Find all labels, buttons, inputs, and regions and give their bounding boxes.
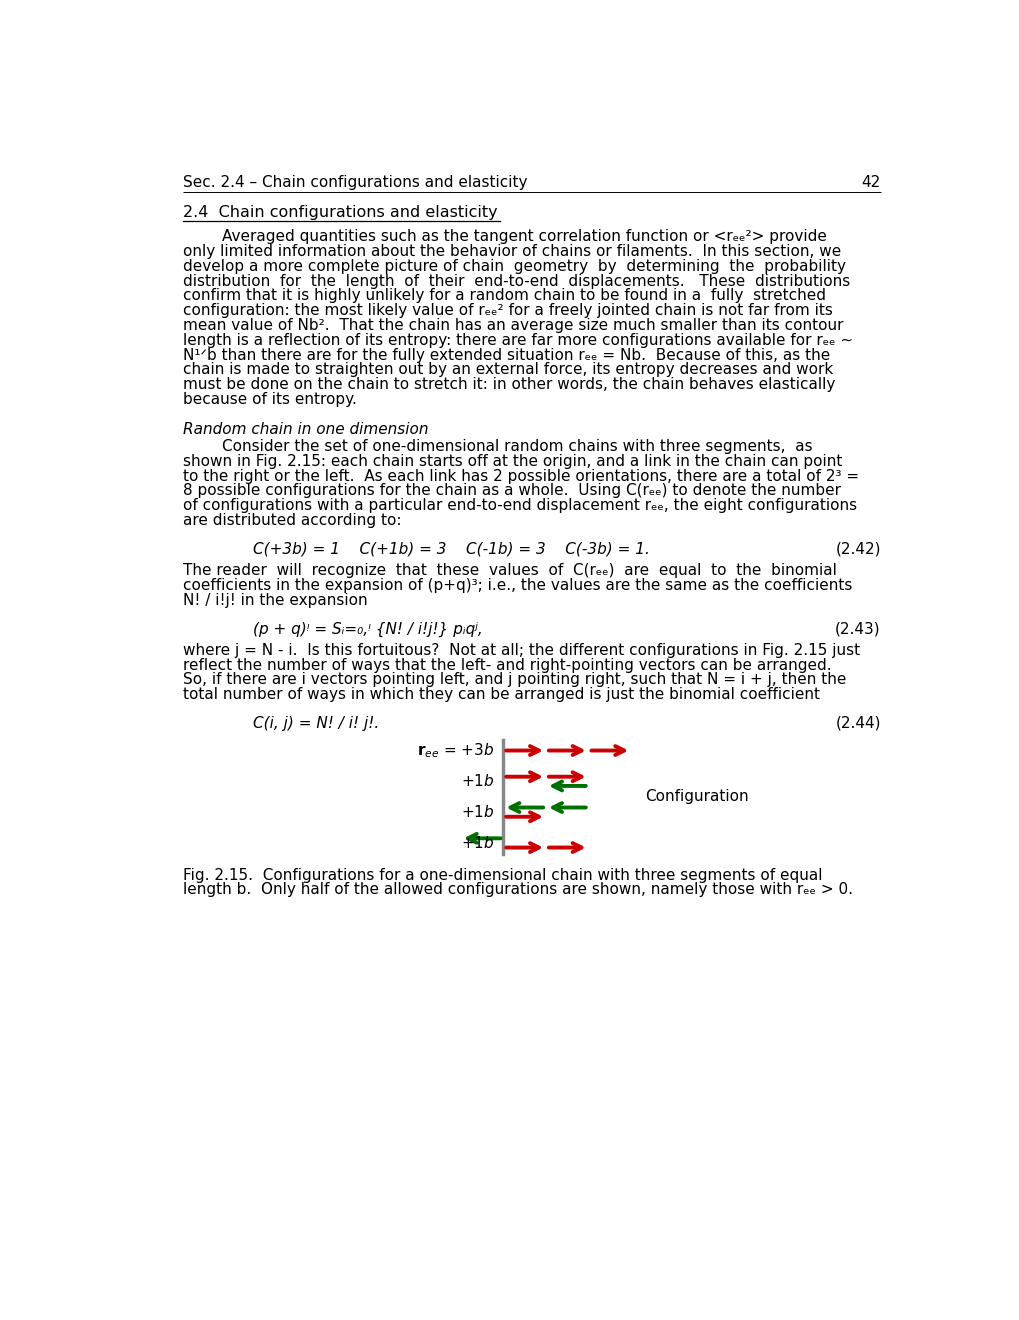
Text: only limited information about the behavior of chains or filaments.  In this sec: only limited information about the behav… xyxy=(183,244,841,259)
Text: C(i, j) = N! / i! j!.: C(i, j) = N! / i! j!. xyxy=(253,715,379,731)
Text: chain is made to straighten out by an external force, its entropy decreases and : chain is made to straighten out by an ex… xyxy=(183,362,833,378)
Text: So, if there are i vectors pointing left, and j pointing right, such that N = i : So, if there are i vectors pointing left… xyxy=(183,672,846,688)
Text: shown in Fig. 2.15: each chain starts off at the origin, and a link in the chain: shown in Fig. 2.15: each chain starts of… xyxy=(183,454,842,469)
Text: (2.44): (2.44) xyxy=(835,715,880,731)
Text: Averaged quantities such as the tangent correlation function or <rₑₑ²> provide: Averaged quantities such as the tangent … xyxy=(183,230,826,244)
Text: N¹ᐟb than there are for the fully extended situation rₑₑ = Nb.  Because of this,: N¹ᐟb than there are for the fully extend… xyxy=(183,347,829,363)
Text: C(+3b) = 1    C(+1b) = 3    C(-1b) = 3    C(-3b) = 1.: C(+3b) = 1 C(+1b) = 3 C(-1b) = 3 C(-3b) … xyxy=(253,541,649,557)
Text: $\mathbf{r}_{ee}$ = +3$b$: $\mathbf{r}_{ee}$ = +3$b$ xyxy=(417,741,493,760)
Text: length is a reflection of its entropy: there are far more configurations availab: length is a reflection of its entropy: t… xyxy=(183,333,853,347)
Text: +1$b$: +1$b$ xyxy=(461,774,493,789)
Text: The reader  will  recognize  that  these  values  of  C(rₑₑ)  are  equal  to  th: The reader will recognize that these val… xyxy=(183,564,837,578)
Text: are distributed according to:: are distributed according to: xyxy=(183,513,401,528)
Text: +1$b$: +1$b$ xyxy=(461,804,493,820)
Text: Sec. 2.4 – Chain configurations and elasticity: Sec. 2.4 – Chain configurations and elas… xyxy=(183,176,527,190)
Text: 2.4  Chain configurations and elasticity: 2.4 Chain configurations and elasticity xyxy=(183,205,497,219)
Text: must be done on the chain to stretch it: in other words, the chain behaves elast: must be done on the chain to stretch it:… xyxy=(183,378,835,392)
Text: where j = N - i.  Is this fortuitous?  Not at all; the different configurations : where j = N - i. Is this fortuitous? Not… xyxy=(183,643,860,657)
Text: total number of ways in which they can be arranged is just the binomial coeffici: total number of ways in which they can b… xyxy=(183,688,819,702)
Text: Consider the set of one-dimensional random chains with three segments,  as: Consider the set of one-dimensional rand… xyxy=(183,440,812,454)
Text: reflect the number of ways that the left- and right-pointing vectors can be arra: reflect the number of ways that the left… xyxy=(183,657,832,673)
Text: coefficients in the expansion of (p+q)³; i.e., the values are the same as the co: coefficients in the expansion of (p+q)³;… xyxy=(183,578,852,593)
Text: mean value of Nb².  That the chain has an average size much smaller than its con: mean value of Nb². That the chain has an… xyxy=(183,318,843,333)
Text: (p + q)ᵎ = Sᵢ=₀,ᵎ {N! / i!j!} pᵢqʲ,: (p + q)ᵎ = Sᵢ=₀,ᵎ {N! / i!j!} pᵢqʲ, xyxy=(253,622,482,636)
Text: 42: 42 xyxy=(861,176,880,190)
Text: (2.42): (2.42) xyxy=(835,541,880,557)
Text: 8 possible configurations for the chain as a whole.  Using C(rₑₑ) to denote the : 8 possible configurations for the chain … xyxy=(183,483,841,499)
Text: N! / i!j! in the expansion: N! / i!j! in the expansion xyxy=(183,593,368,607)
Text: confirm that it is highly unlikely for a random chain to be found in a  fully  s: confirm that it is highly unlikely for a… xyxy=(183,288,825,304)
Text: because of its entropy.: because of its entropy. xyxy=(183,392,357,407)
Text: (2.43): (2.43) xyxy=(835,622,880,636)
Text: of configurations with a particular end-to-end displacement rₑₑ, the eight confi: of configurations with a particular end-… xyxy=(183,498,857,513)
Text: Fig. 2.15.  Configurations for a one-dimensional chain with three segments of eq: Fig. 2.15. Configurations for a one-dime… xyxy=(183,867,822,883)
Text: Configuration: Configuration xyxy=(645,789,748,804)
Text: length b.  Only half of the allowed configurations are shown, namely those with : length b. Only half of the allowed confi… xyxy=(183,882,853,898)
Text: develop a more complete picture of chain  geometry  by  determining  the  probab: develop a more complete picture of chain… xyxy=(183,259,846,273)
Text: to the right or the left.  As each link has 2 possible orientations, there are a: to the right or the left. As each link h… xyxy=(183,469,859,483)
Text: Random chain in one dimension: Random chain in one dimension xyxy=(183,422,428,437)
Text: +1$b$: +1$b$ xyxy=(461,836,493,851)
Text: distribution  for  the  length  of  their  end-to-end  displacements.   These  d: distribution for the length of their end… xyxy=(183,273,850,289)
Text: configuration: the most likely value of rₑₑ² for a freely jointed chain is not f: configuration: the most likely value of … xyxy=(183,304,833,318)
